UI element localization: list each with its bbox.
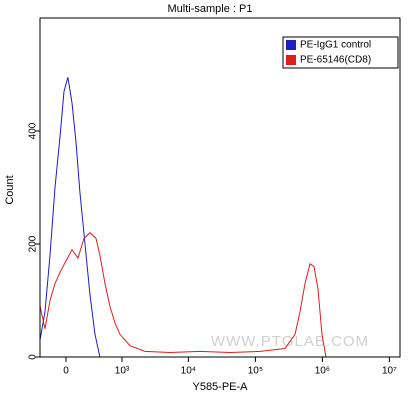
legend-swatch bbox=[286, 40, 296, 50]
x-tick-label: 10⁶ bbox=[315, 366, 330, 377]
x-tick-label: 10⁷ bbox=[382, 366, 397, 377]
x-tick-label: 10⁵ bbox=[248, 366, 263, 377]
y-axis-label: Count bbox=[4, 175, 16, 204]
chart-title: Multi-sample : P1 bbox=[168, 3, 253, 15]
x-tick-label: 0 bbox=[63, 366, 69, 377]
legend-label: PE-65146(CD8) bbox=[300, 55, 371, 66]
histogram-line bbox=[39, 232, 327, 358]
y-tick-label: 200 bbox=[28, 235, 39, 252]
x-axis-label: Y585-PE-A bbox=[192, 381, 248, 393]
legend-label: PE-IgG1 control bbox=[300, 40, 371, 51]
x-tick-label: 10³ bbox=[115, 366, 130, 377]
y-tick-label: 400 bbox=[28, 122, 39, 139]
plot-frame bbox=[39, 17, 401, 358]
y-tick-label: 0 bbox=[28, 354, 39, 360]
x-tick-label: 10⁴ bbox=[181, 366, 196, 377]
histogram-line bbox=[39, 77, 101, 358]
legend-box bbox=[282, 36, 399, 69]
legend-swatch bbox=[286, 55, 296, 65]
